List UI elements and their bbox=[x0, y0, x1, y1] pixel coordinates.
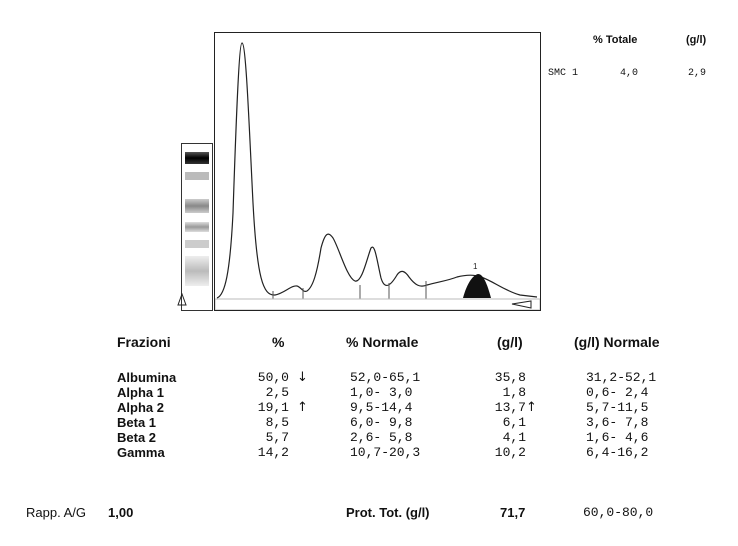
gel-band-gamma bbox=[185, 256, 209, 286]
smc-pct-header: % Totale bbox=[593, 34, 638, 46]
fraction-gl: 4,1 bbox=[502, 430, 526, 445]
fraction-name: Beta 1 bbox=[117, 415, 157, 430]
fraction-gl-normal: 31,2-52,1 bbox=[586, 370, 657, 385]
fraction-name: Gamma bbox=[117, 445, 165, 460]
fraction-gl-normal: 3,6- 7,8 bbox=[586, 415, 649, 430]
header-fraction: Frazioni bbox=[117, 334, 171, 350]
fraction-gl: 35,8 bbox=[494, 370, 526, 385]
prot-tot-value: 71,7 bbox=[500, 505, 526, 520]
fraction-name: Beta 2 bbox=[117, 430, 157, 445]
header-gl-normal: (g/l) Normale bbox=[574, 334, 660, 350]
fraction-gl-normal: 1,6- 4,6 bbox=[586, 430, 649, 445]
gel-band bbox=[185, 172, 209, 180]
smc-pct: 4,0 bbox=[620, 68, 639, 79]
scroll-marker-triangle-icon bbox=[511, 300, 532, 309]
gel-band bbox=[185, 240, 209, 248]
header-pct: % bbox=[272, 334, 285, 350]
fraction-gl: 13,7 bbox=[494, 400, 526, 415]
fraction-gl-normal: 5,7-11,5 bbox=[586, 400, 649, 415]
smc-name: SMC 1 bbox=[548, 68, 579, 79]
pct-flag-arrow-icon: ↑ bbox=[297, 400, 308, 415]
fraction-pct: 5,7 bbox=[265, 430, 289, 445]
fraction-gl: 10,2 bbox=[494, 445, 526, 460]
gel-band bbox=[185, 199, 209, 213]
gel-band bbox=[185, 222, 209, 232]
prot-tot-label: Prot. Tot. (g/l) bbox=[346, 505, 430, 520]
ag-label: Rapp. A/G bbox=[26, 505, 86, 520]
fraction-pct: 14,2 bbox=[257, 445, 289, 460]
gel-band-albumin bbox=[185, 152, 209, 164]
smc-peak-area bbox=[463, 274, 491, 298]
fraction-name: Albumina bbox=[117, 370, 177, 385]
fraction-name: Alpha 1 bbox=[117, 385, 164, 400]
fraction-pct: 19,1 bbox=[257, 400, 289, 415]
smc-gl: 2,9 bbox=[688, 68, 707, 79]
pct-flag-arrow-icon: ↓ bbox=[297, 370, 308, 385]
fraction-pct-normal: 2,6- 5,8 bbox=[350, 430, 413, 445]
fraction-pct: 8,5 bbox=[265, 415, 289, 430]
fraction-gl-normal: 6,4-16,2 bbox=[586, 445, 649, 460]
densitometry-svg: 1 bbox=[215, 42, 540, 310]
fraction-dividers bbox=[272, 281, 427, 299]
electrophoresis-gel-strip bbox=[181, 143, 213, 311]
densitometry-curve bbox=[216, 42, 538, 299]
fraction-gl: 1,8 bbox=[502, 385, 526, 400]
fraction-pct-normal: 9,5-14,4 bbox=[350, 400, 413, 415]
smc-gl-header: (g/l) bbox=[686, 34, 707, 46]
fraction-gl: 6,1 bbox=[502, 415, 526, 430]
fraction-pct-normal: 52,0-65,1 bbox=[350, 370, 421, 385]
prot-tot-normal: 60,0-80,0 bbox=[583, 505, 654, 520]
fraction-pct-normal: 6,0- 9,8 bbox=[350, 415, 413, 430]
header-pct-normal: % Normale bbox=[346, 334, 419, 350]
fraction-pct: 50,0 bbox=[257, 370, 289, 385]
gl-flag-arrow-icon: ↑ bbox=[526, 400, 537, 415]
fraction-pct: 2,5 bbox=[265, 385, 289, 400]
header-gl: (g/l) bbox=[497, 334, 523, 350]
gel-marker-triangle-icon bbox=[177, 293, 187, 306]
fraction-gl-normal: 0,6- 2,4 bbox=[586, 385, 649, 400]
ag-value: 1,00 bbox=[108, 505, 134, 520]
fraction-pct-normal: 10,7-20,3 bbox=[350, 445, 421, 460]
fraction-name: Alpha 2 bbox=[117, 400, 164, 415]
fraction-pct-normal: 1,0- 3,0 bbox=[350, 385, 413, 400]
peak-marker-label: 1 bbox=[473, 262, 478, 271]
densitometry-plot: 1 bbox=[214, 32, 541, 311]
plot-baseline-strip bbox=[215, 298, 540, 310]
